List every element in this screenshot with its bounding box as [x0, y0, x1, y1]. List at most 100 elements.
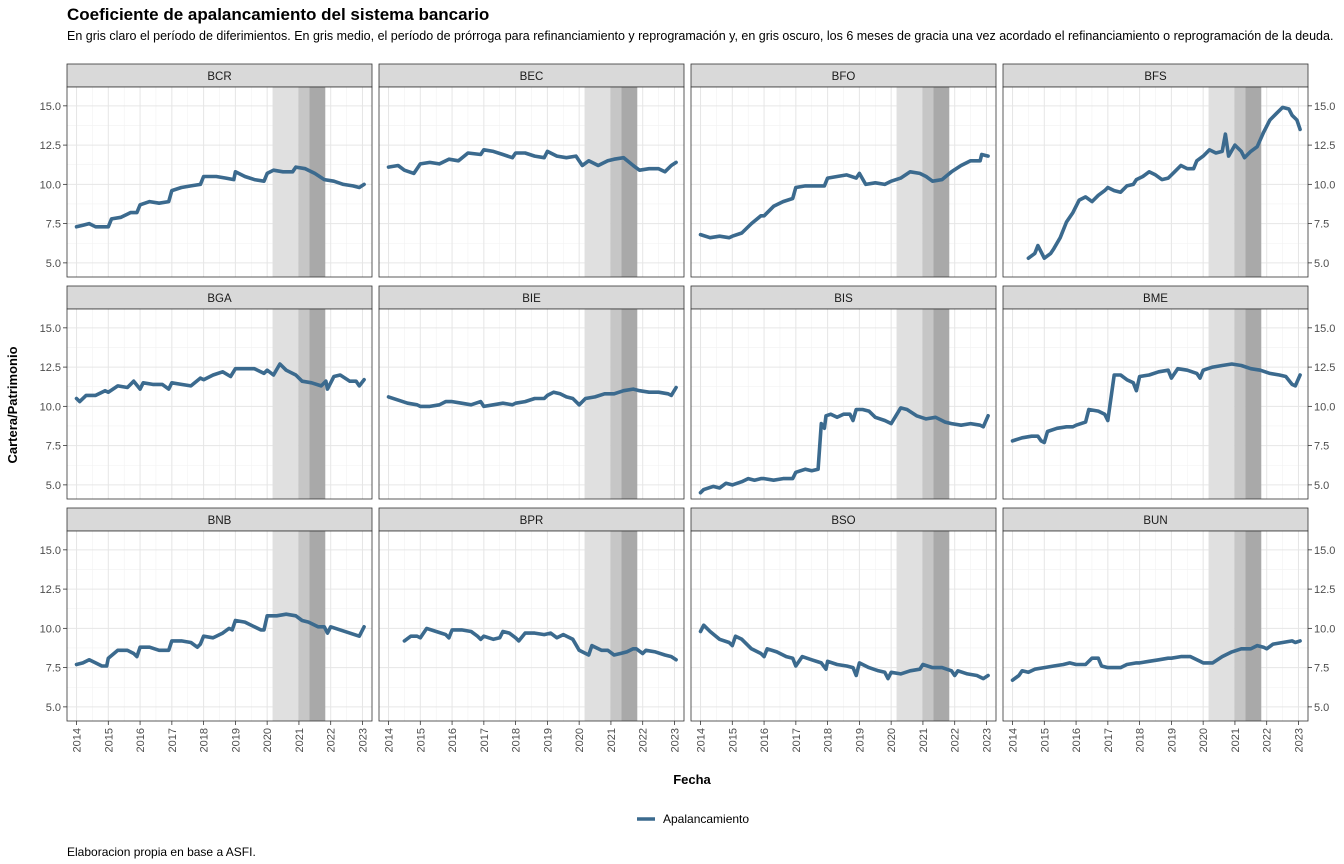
panel-bie: BIE: [378, 285, 685, 500]
y-tick-label: 12.5: [1314, 140, 1335, 152]
series-line-bun: [1010, 639, 1302, 682]
x-tick-label: 2019: [1166, 728, 1178, 752]
panel-bnb: BNB 5.0 7.5 10.0 12.5 15.0 2014 2015 2016 2017 201…: [40, 507, 373, 752]
y-tick-label: 12.5: [40, 362, 61, 374]
x-tick-label: 2023: [669, 728, 681, 752]
x-tick-label: 2015: [727, 728, 739, 752]
y-tick-label: 15.0: [1314, 323, 1335, 335]
shaded-period-gracia: [1245, 309, 1262, 499]
y-tick-label: 5.0: [1314, 702, 1329, 714]
x-tick-label: 2021: [606, 728, 618, 752]
shaded-period-diferimientos: [272, 309, 299, 499]
shaded-period-diferimientos: [1208, 531, 1235, 721]
x-tick-label: 2014: [1008, 728, 1020, 752]
y-tick-label: 7.5: [46, 441, 61, 453]
shaded-period-diferimientos: [896, 309, 923, 499]
y-tick-label: 7.5: [1314, 441, 1329, 453]
x-tick-label: 2016: [759, 728, 771, 752]
shaded-period-diferimientos: [1208, 309, 1235, 499]
x-tick-label: 2021: [294, 728, 306, 752]
x-tick-label: 2022: [638, 728, 650, 752]
panel-bis: BIS: [690, 285, 997, 500]
panel-border: [66, 308, 373, 500]
panel-strip-label: BUN: [1143, 515, 1167, 527]
y-tick-label: 7.5: [46, 663, 61, 675]
y-tick-label: 12.5: [40, 140, 61, 152]
series-line-bfs: [1026, 105, 1302, 260]
shaded-period-prórroga: [1234, 87, 1246, 277]
y-tick-label: 15.0: [40, 101, 61, 113]
panel-bcr: BCR 5.0 7.5 10.0 12.5 15.0: [40, 63, 373, 278]
y-tick-label: 5.0: [1314, 258, 1329, 270]
x-tick-label: 2017: [791, 728, 803, 752]
x-tick-label: 2017: [479, 728, 491, 752]
x-tick-label: 2022: [326, 728, 338, 752]
x-tick-label: 2019: [230, 728, 242, 752]
panel-strip-label: BFO: [832, 71, 856, 83]
y-tick-label: 7.5: [46, 219, 61, 231]
x-tick-label: 2020: [886, 728, 898, 752]
y-tick-label: 12.5: [1314, 584, 1335, 596]
panel-border: [690, 308, 997, 500]
x-tick-label: 2019: [542, 728, 554, 752]
series-line-bis: [698, 406, 990, 495]
series-line-bfo: [698, 152, 990, 240]
y-tick-label: 10.0: [1314, 179, 1335, 191]
shaded-period-gracia: [621, 309, 638, 499]
shaded-period-prórroga: [922, 309, 934, 499]
caption: Elaboracion propia en base a ASFI.: [67, 845, 256, 859]
shaded-period-prórroga: [1234, 309, 1246, 499]
panel-bso: BSO 2014 2015 2016 2017 2018 2019 2020 2021 2022 2…: [690, 507, 997, 752]
y-tick-label: 10.0: [40, 401, 61, 413]
panel-strip-label: BIE: [522, 293, 541, 305]
x-tick-label: 2017: [1103, 728, 1115, 752]
shaded-period-diferimientos: [1208, 87, 1235, 277]
y-tick-label: 7.5: [1314, 219, 1329, 231]
shaded-period-gracia: [621, 87, 638, 277]
panel-strip-label: BCR: [207, 71, 231, 83]
series-line-bga: [74, 362, 366, 404]
x-tick-label: 2014: [72, 728, 84, 752]
series-line-bec: [386, 148, 678, 176]
shaded-period-prórroga: [922, 87, 934, 277]
y-tick-label: 7.5: [1314, 663, 1329, 675]
shaded-period-gracia: [1245, 87, 1262, 277]
x-tick-label: 2023: [1293, 728, 1305, 752]
shaded-period-diferimientos: [584, 87, 611, 277]
panel-strip-label: BFS: [1144, 71, 1167, 83]
series-line-bnb: [74, 612, 366, 668]
x-tick-label: 2021: [1230, 728, 1242, 752]
shaded-period-gracia: [309, 309, 326, 499]
panel-border: [1002, 530, 1309, 722]
y-tick-label: 15.0: [1314, 101, 1335, 113]
shaded-period-gracia: [933, 531, 950, 721]
series-line-bme: [1010, 362, 1302, 445]
y-axis-title: Cartera/Patrimonio: [5, 346, 20, 463]
panel-border: [66, 86, 373, 278]
y-tick-label: 10.0: [1314, 623, 1335, 635]
shaded-period-gracia: [621, 531, 638, 721]
shaded-period-prórroga: [298, 87, 310, 277]
shaded-period-prórroga: [298, 309, 310, 499]
x-tick-label: 2017: [167, 728, 179, 752]
panel-strip-label: BGA: [207, 293, 232, 305]
shaded-period-diferimientos: [272, 87, 299, 277]
series-line-bie: [386, 385, 678, 409]
panel-bfo: BFO: [690, 63, 997, 278]
y-tick-label: 5.0: [46, 258, 61, 270]
shaded-period-diferimientos: [272, 531, 299, 721]
x-axis-title: Fecha: [673, 772, 711, 787]
panel-bec: BEC: [378, 63, 685, 278]
x-tick-label: 2021: [918, 728, 930, 752]
y-tick-label: 5.0: [46, 480, 61, 492]
panel-strip-label: BSO: [831, 515, 855, 527]
y-tick-label: 5.0: [1314, 480, 1329, 492]
panel-strip-label: BPR: [520, 515, 544, 527]
x-tick-label: 2018: [199, 728, 211, 752]
legend: Apalancamiento: [637, 812, 749, 826]
panel-border: [690, 86, 997, 278]
y-tick-label: 12.5: [1314, 362, 1335, 374]
shaded-period-prórroga: [922, 531, 934, 721]
shaded-period-gracia: [933, 309, 950, 499]
x-tick-label: 2015: [415, 728, 427, 752]
